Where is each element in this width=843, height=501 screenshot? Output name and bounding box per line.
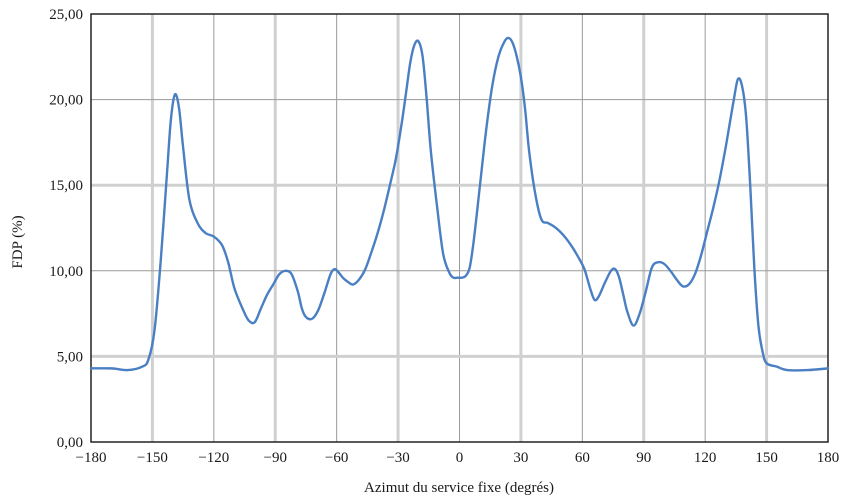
y-axis-ticks: 0,00 5,00 10,00 15,00 20,00 25,00: [49, 7, 83, 451]
x-tick-label: −180: [76, 450, 107, 466]
x-tick-label: −150: [137, 450, 168, 466]
y-tick-label: 10,00: [49, 264, 83, 280]
x-tick-label: 0: [456, 450, 464, 466]
x-tick-label: 120: [694, 450, 717, 466]
plot-area-frame: [90, 13, 829, 443]
x-tick-label: −120: [198, 450, 229, 466]
grid: [91, 14, 828, 442]
series-line: [89, 36, 830, 372]
x-tick-label: 30: [513, 450, 528, 466]
y-tick-label: 25,00: [49, 7, 83, 23]
x-axis-ticks: −180 −150 −120 −90 −60 −30 0 30 60 90 120 150 180: [76, 450, 840, 466]
y-axis-title: FDP (%): [10, 215, 26, 268]
y-tick-label: 20,00: [49, 93, 83, 109]
x-tick-label: −60: [325, 450, 348, 466]
y-tick-label: 15,00: [49, 178, 83, 194]
x-tick-label: 60: [575, 450, 590, 466]
x-tick-label: 90: [636, 450, 651, 466]
y-tick-label: 0,00: [57, 435, 83, 451]
y-tick-label: 5,00: [57, 349, 83, 365]
x-axis-title: Azimut du service fixe (degrés): [364, 480, 554, 496]
series-layer: [89, 36, 830, 372]
x-tick-label: −90: [264, 450, 287, 466]
x-tick-label: −30: [386, 450, 409, 466]
x-tick-label: 180: [817, 450, 840, 466]
x-tick-label: 150: [755, 450, 778, 466]
